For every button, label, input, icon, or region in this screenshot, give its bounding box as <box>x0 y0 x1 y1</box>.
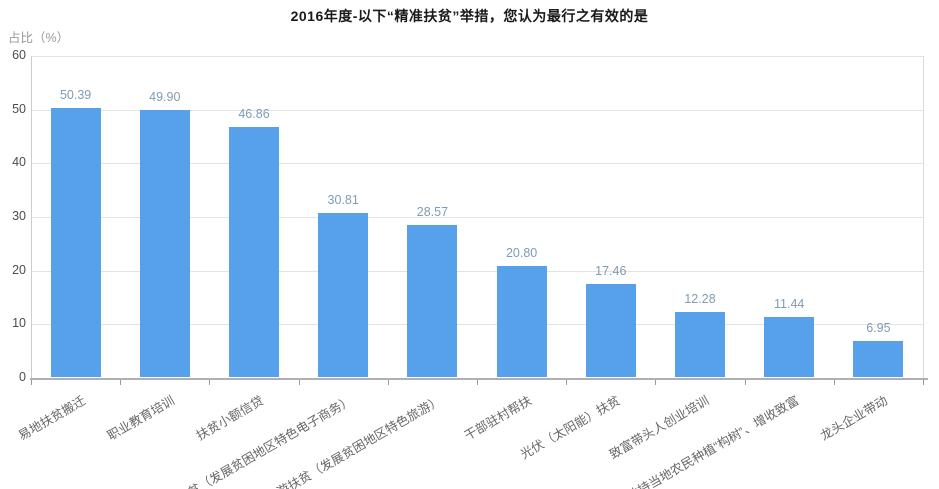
bar-value-label: 28.57 <box>416 204 449 219</box>
x-axis-tick <box>655 380 657 385</box>
bar-value-label: 20.80 <box>505 246 538 261</box>
x-axis-label: 易地扶贫搬迁 <box>15 393 88 444</box>
y-axis-tick-label: 60 <box>12 48 26 62</box>
y-axis-tick-label: 0 <box>19 370 26 384</box>
bar-value-label: 30.81 <box>327 192 359 207</box>
y-axis-tick-label: 30 <box>12 209 26 223</box>
x-axis-tick <box>833 380 835 385</box>
bar[interactable] <box>853 340 904 377</box>
x-axis-label: 干部驻村帮扶 <box>461 393 534 444</box>
x-axis-tick <box>477 380 478 385</box>
y-axis-tick-label: 20 <box>12 262 26 277</box>
x-axis-tick <box>744 380 746 385</box>
plot-right-border <box>923 56 924 378</box>
bar[interactable] <box>229 126 279 377</box>
bar-value-label: 50.39 <box>59 87 92 102</box>
chart-title: 2016年度-以下“精准扶贫”举措，您认为最行之有效的是 <box>290 8 649 24</box>
bar-value-label: 46.86 <box>238 106 270 121</box>
y-axis-line <box>31 56 32 378</box>
x-axis-tick <box>209 380 211 385</box>
gridline-60 <box>31 56 923 57</box>
x-axis-tick <box>298 380 300 385</box>
x-axis-tick <box>31 380 32 385</box>
bar-value-label: 12.28 <box>684 292 716 307</box>
bar-value-label: 11.44 <box>774 296 805 311</box>
bar[interactable] <box>407 224 458 377</box>
x-axis-label: 光伏（太阳能）扶贫 <box>518 393 623 462</box>
x-axis-label: 扶贫小额信贷 <box>194 393 266 444</box>
bar[interactable] <box>675 312 725 377</box>
gridline-30 <box>31 217 923 218</box>
bar[interactable] <box>318 212 369 377</box>
x-axis-tick <box>387 380 389 385</box>
bar[interactable] <box>764 316 815 377</box>
x-axis-tick <box>923 380 924 385</box>
y-axis-tick-label: 50 <box>12 101 26 116</box>
x-axis-label: 龙头企业带动 <box>818 393 891 444</box>
x-axis-tick <box>566 380 568 385</box>
gridline-20 <box>31 270 923 272</box>
bar-value-label: 6.95 <box>866 320 891 335</box>
y-axis-name: 占比（%） <box>8 31 70 45</box>
y-axis-tick-label: 10 <box>12 316 26 331</box>
bar[interactable] <box>585 284 636 377</box>
bar[interactable] <box>139 110 190 377</box>
bar[interactable] <box>496 266 547 377</box>
bar-value-label: 49.90 <box>149 90 181 105</box>
bar[interactable] <box>50 107 101 377</box>
gridline-10 <box>31 324 923 326</box>
gridline-50 <box>31 109 923 111</box>
x-axis-line <box>30 378 928 380</box>
x-axis-tick <box>120 380 122 385</box>
bar-value-label: 17.46 <box>595 264 627 279</box>
gridline-40 <box>31 163 923 165</box>
y-axis-tick-label: 40 <box>12 155 26 170</box>
x-axis-label: 职业教育培训 <box>104 393 177 444</box>
